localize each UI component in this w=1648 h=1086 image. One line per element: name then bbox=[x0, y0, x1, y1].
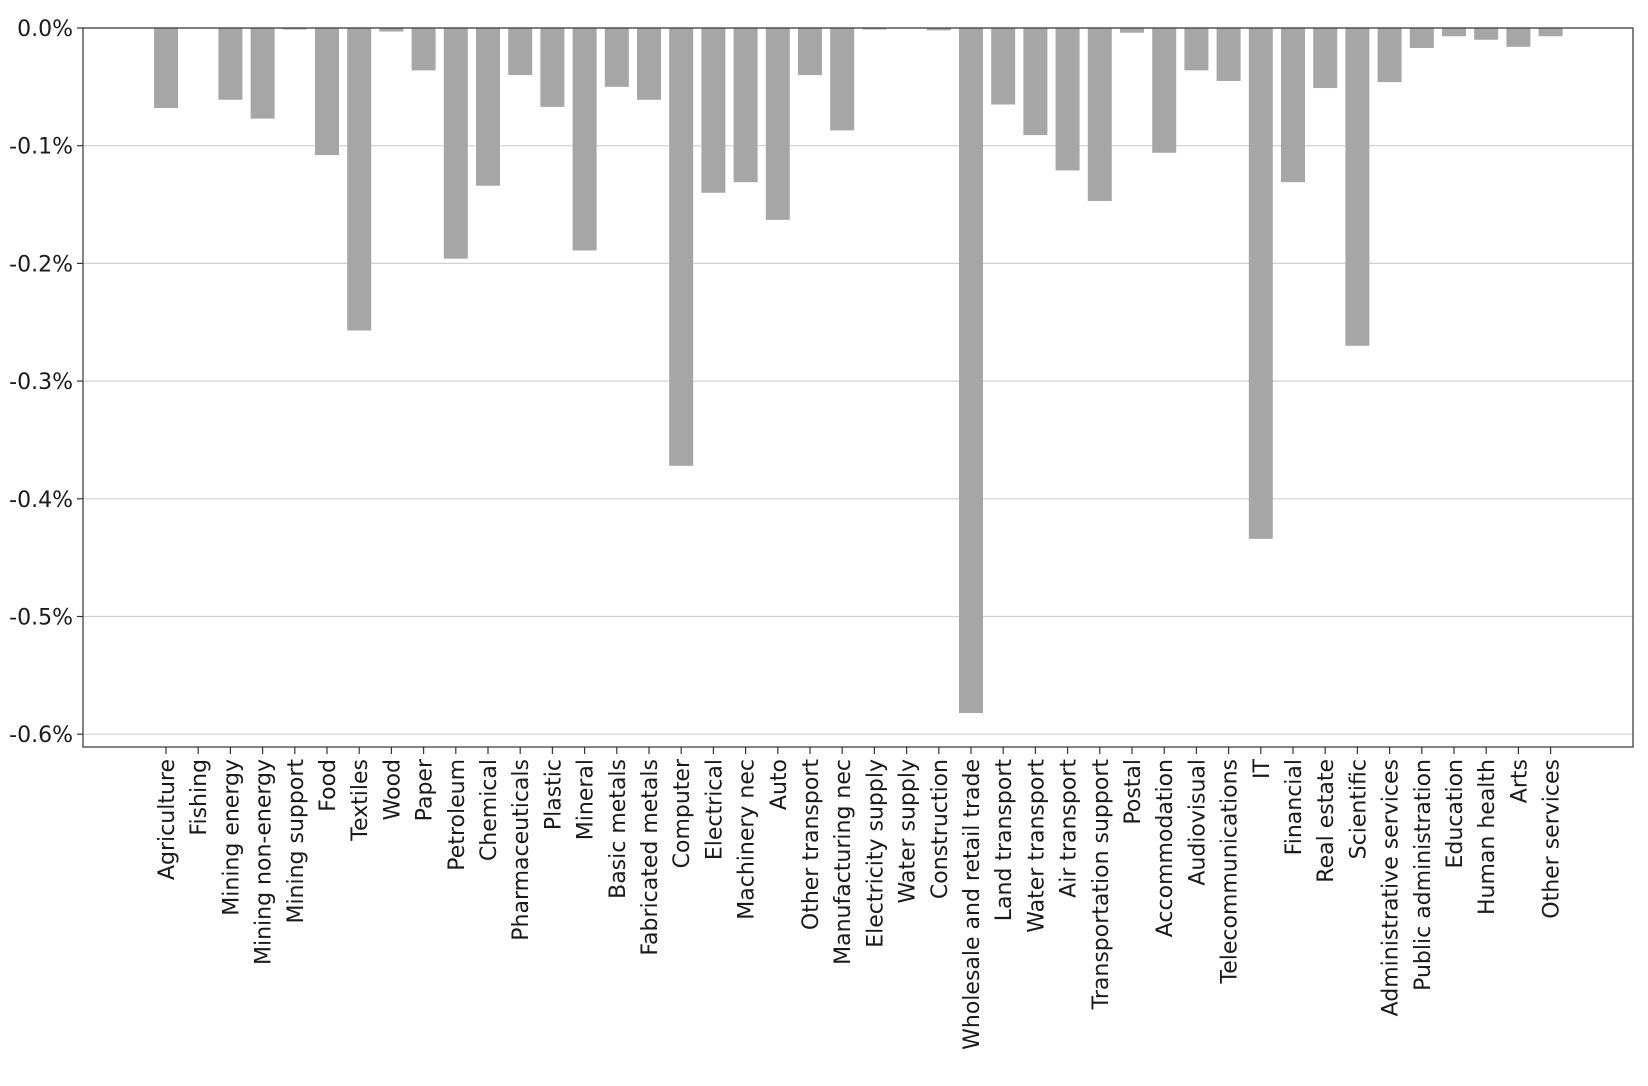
bar-it bbox=[1248, 28, 1273, 539]
bar-plastic bbox=[540, 28, 565, 107]
x-tick-label: Chemical bbox=[477, 759, 502, 861]
x-tick-label: Electricity supply bbox=[863, 759, 888, 948]
x-tick-label: Mineral bbox=[574, 759, 599, 840]
y-tick-label: -0.3% bbox=[9, 370, 73, 395]
bar-other-services bbox=[1538, 28, 1563, 37]
x-tick-label: Computer bbox=[670, 758, 695, 868]
x-tick-label: Accommodation bbox=[1153, 759, 1178, 937]
bar-mining-non-energy bbox=[250, 28, 275, 119]
y-tick-label: -0.2% bbox=[9, 252, 73, 277]
x-tick-label: Auto bbox=[767, 759, 792, 810]
bar-manufacturing-nec bbox=[830, 28, 855, 131]
bar-wood bbox=[379, 28, 404, 32]
plot-frame bbox=[82, 27, 1634, 748]
x-tick-label: IT bbox=[1250, 758, 1275, 778]
x-tick-label: Machinery nec bbox=[735, 759, 760, 920]
bar-air-transport bbox=[1055, 28, 1080, 171]
bar-electrical bbox=[701, 28, 726, 193]
x-tick-label: Scientific bbox=[1346, 759, 1371, 859]
x-axis-ticks: Agriculture Fishing Mining energy Mining no… bbox=[155, 747, 1565, 1050]
bar-transportation-support bbox=[1087, 28, 1112, 202]
x-tick-label: Land transport bbox=[992, 759, 1017, 922]
bar-land-transport bbox=[991, 28, 1016, 105]
x-tick-label: Arts bbox=[1507, 759, 1532, 803]
bar-water-transport bbox=[1023, 28, 1048, 136]
bar-textiles bbox=[347, 28, 372, 331]
bar-construction bbox=[926, 28, 951, 31]
x-tick-label: Public administration bbox=[1411, 759, 1436, 991]
bars bbox=[154, 28, 1563, 714]
bar-petroleum bbox=[443, 28, 468, 259]
x-tick-label: Electrical bbox=[702, 759, 727, 860]
bar-public-administration bbox=[1409, 28, 1434, 49]
bar-agriculture bbox=[154, 28, 178, 109]
x-tick-label: Air transport bbox=[1057, 759, 1082, 898]
bar-pharmaceuticals bbox=[508, 28, 533, 76]
bar-postal bbox=[1120, 28, 1144, 33]
x-tick-label: Postal bbox=[1121, 759, 1146, 825]
bar-chemical bbox=[476, 28, 500, 186]
bar-arts bbox=[1506, 28, 1531, 47]
bar-accommodation bbox=[1152, 28, 1177, 153]
bar-machinery-nec bbox=[733, 28, 758, 183]
x-tick-label: Audiovisual bbox=[1185, 759, 1210, 886]
x-tick-label: Basic metals bbox=[606, 759, 631, 899]
y-tick-label: -0.4% bbox=[9, 488, 73, 513]
x-tick-label: Mining non-energy bbox=[252, 759, 277, 965]
bar-computer bbox=[669, 28, 694, 466]
x-tick-label: Administrative services bbox=[1379, 759, 1404, 1016]
x-tick-label: Other transport bbox=[799, 759, 824, 930]
x-tick-label: Financial bbox=[1282, 759, 1307, 855]
bar-scientific bbox=[1345, 28, 1370, 346]
y-tick-label: -0.1% bbox=[9, 135, 73, 160]
bar-audiovisual bbox=[1184, 28, 1209, 71]
x-tick-label: Human health bbox=[1475, 759, 1500, 915]
x-tick-label: Manufacturing nec bbox=[831, 759, 856, 965]
x-tick-label: Real estate bbox=[1314, 759, 1339, 883]
x-tick-label: Mining energy bbox=[219, 759, 244, 916]
bar-mineral bbox=[572, 28, 597, 251]
x-tick-label: Food bbox=[316, 759, 341, 812]
bar-financial bbox=[1281, 28, 1305, 183]
x-tick-label: Textiles bbox=[348, 759, 373, 842]
x-tick-label: Pharmaceuticals bbox=[509, 759, 534, 941]
x-tick-label: Petroleum bbox=[445, 759, 470, 871]
bar-basic-metals bbox=[604, 28, 629, 87]
bar-auto bbox=[765, 28, 790, 220]
bar-mining-support bbox=[282, 28, 307, 30]
x-tick-label: Water transport bbox=[1024, 759, 1049, 933]
bar-real-estate bbox=[1313, 28, 1338, 89]
bar-education bbox=[1442, 28, 1466, 37]
bar-human-health bbox=[1474, 28, 1499, 40]
bar-wholesale-and-retail-trade bbox=[959, 28, 983, 714]
x-tick-label: Transportation support bbox=[1089, 759, 1114, 1011]
x-tick-label: Wood bbox=[380, 759, 405, 820]
y-axis-ticks: 0.0% -0.1% -0.2% -0.3% -0.4% -0.5% -0.6% bbox=[9, 17, 83, 748]
bar-other-transport bbox=[798, 28, 822, 76]
y-tick-label: -0.5% bbox=[9, 606, 73, 631]
bar-fabricated-metals bbox=[637, 28, 661, 100]
x-tick-label: Telecommunications bbox=[1218, 759, 1243, 984]
bar-mining-energy bbox=[218, 28, 243, 100]
y-tick-label: 0.0% bbox=[17, 17, 73, 42]
x-tick-label: Other services bbox=[1540, 759, 1565, 919]
x-tick-label: Plastic bbox=[541, 759, 566, 830]
x-tick-label: Fishing bbox=[187, 759, 212, 836]
x-tick-label: Education bbox=[1443, 759, 1468, 869]
x-tick-label: Water supply bbox=[896, 759, 921, 904]
bar-administrative-services bbox=[1377, 28, 1402, 83]
x-tick-label: Mining support bbox=[284, 759, 309, 924]
bar-telecommunications bbox=[1216, 28, 1241, 81]
x-tick-label: Construction bbox=[928, 759, 953, 899]
x-tick-label: Paper bbox=[413, 758, 438, 821]
bar-electricity-supply bbox=[862, 28, 887, 30]
x-tick-label: Agriculture bbox=[155, 759, 180, 880]
bar-food bbox=[315, 28, 339, 156]
bar-paper bbox=[411, 28, 436, 71]
y-tick-label: -0.6% bbox=[9, 723, 73, 748]
x-tick-label: Wholesale and retail trade bbox=[960, 759, 985, 1050]
x-tick-label: Fabricated metals bbox=[638, 759, 663, 956]
gridlines bbox=[83, 27, 1633, 735]
